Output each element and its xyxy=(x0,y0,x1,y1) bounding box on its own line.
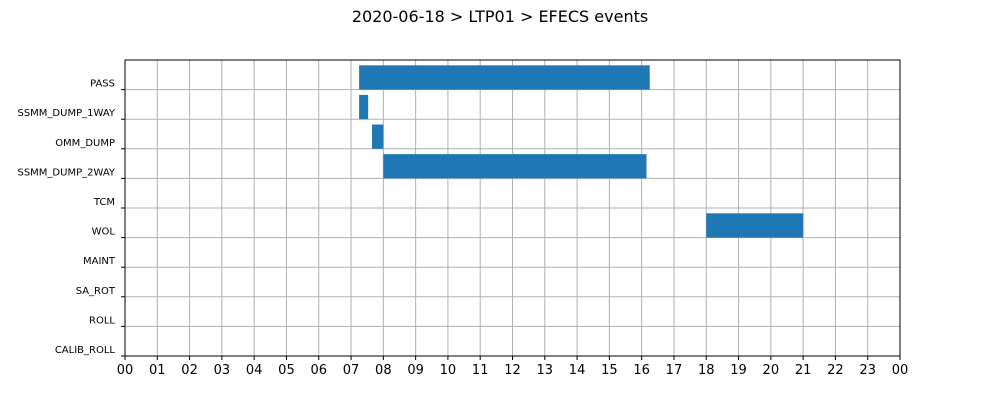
x-tick-label: 12 xyxy=(504,363,521,378)
x-tick-label: 22 xyxy=(827,363,844,378)
y-axis: PASS SSMM_DUMP_1WAY OMM_DUMP SSMM_DUMP_2WAY… xyxy=(17,79,125,357)
x-tick-label: 18 xyxy=(698,363,715,378)
y-tick-label: WOL xyxy=(92,227,116,238)
x-tick-label: 08 xyxy=(375,363,392,378)
x-tick-label: 15 xyxy=(601,363,618,378)
y-tick-label: ROLL xyxy=(89,315,115,326)
x-tick-label: 23 xyxy=(859,363,876,378)
event-bar xyxy=(383,154,647,179)
x-tick-label: 03 xyxy=(214,363,231,378)
x-tick-label: 06 xyxy=(310,363,327,378)
event-bar xyxy=(359,94,369,120)
chart-title: 2020-06-18 > LTP01 > EFECS events xyxy=(352,7,648,26)
y-tick-label: SSMM_DUMP_1WAY xyxy=(17,108,115,119)
x-tick-label: 13 xyxy=(537,363,554,378)
x-tick-label: 19 xyxy=(730,363,747,378)
y-tick-label: PASS xyxy=(90,79,115,90)
x-tick-label: 04 xyxy=(246,363,263,378)
y-tick-label: SA_ROT xyxy=(76,286,116,297)
grid xyxy=(124,60,901,357)
x-tick-label: 21 xyxy=(795,363,812,378)
event-bar xyxy=(706,213,804,238)
x-tick-label: 00 xyxy=(892,363,909,378)
x-tick-label: 09 xyxy=(407,363,424,378)
bars xyxy=(359,65,804,238)
event-bar xyxy=(359,65,650,90)
x-tick-label: 01 xyxy=(149,363,166,378)
x-tick-label: 05 xyxy=(278,363,295,378)
y-tick-label: TCM xyxy=(93,197,115,208)
event-bar xyxy=(372,124,384,149)
x-tick-label: 20 xyxy=(763,363,780,378)
x-tick-label: 14 xyxy=(569,363,586,378)
x-tick-label: 11 xyxy=(472,363,489,378)
x-axis: 00 01 02 03 04 05 06 07 08 09 10 11 12 13 14 15 16 17 18 19… xyxy=(117,356,909,378)
x-tick-label: 00 xyxy=(117,363,134,378)
y-tick-label: MAINT xyxy=(83,256,116,267)
x-tick-label: 02 xyxy=(181,363,198,378)
x-tick-label: 10 xyxy=(440,363,457,378)
y-tick-label: CALIB_ROLL xyxy=(55,345,116,356)
x-tick-label: 07 xyxy=(343,363,360,378)
y-tick-label: SSMM_DUMP_2WAY xyxy=(17,167,115,178)
x-tick-label: 17 xyxy=(666,363,683,378)
x-tick-label: 16 xyxy=(633,363,650,378)
y-tick-label: OMM_DUMP xyxy=(55,138,115,149)
